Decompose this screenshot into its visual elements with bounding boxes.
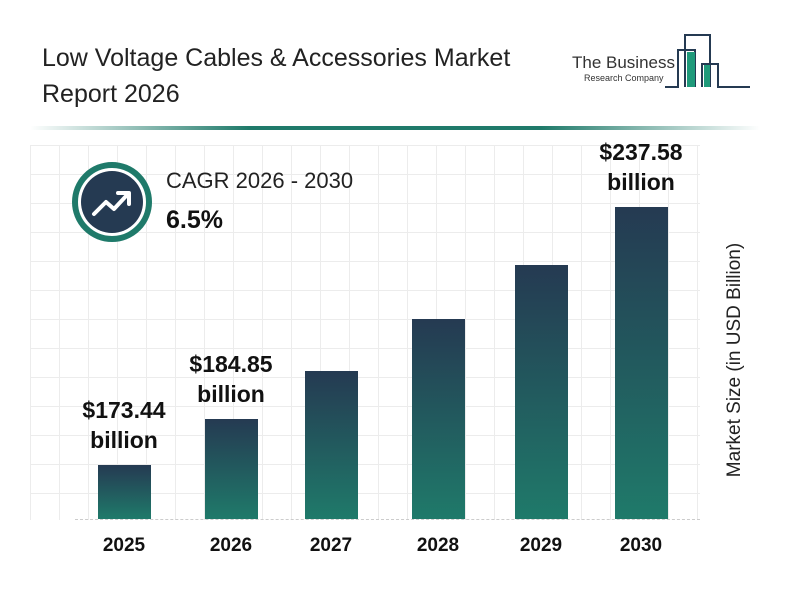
x-tick-label: 2026 [209,535,253,556]
cagr-value: 6.5% [166,206,223,234]
x-tick-label: 2025 [102,535,146,556]
cagr-label: CAGR 2026 - 2030 [166,168,354,193]
x-tick-label: 2030 [619,535,663,556]
bar-2030 [615,207,668,519]
bar-2025 [98,464,151,519]
data-label-unit: billion [90,426,158,453]
trending-up-icon [72,162,152,242]
data-label: $184.85 billion [161,349,301,409]
x-tick-label: 2028 [416,535,460,556]
bar-2028 [412,319,465,519]
bar-2026 [205,419,258,519]
y-axis-label: Market Size (in USD Billion) [724,242,745,478]
title-divider [30,126,760,130]
x-axis-baseline [75,519,700,520]
data-label-value: $184.85 [189,351,273,378]
data-label-value: $237.58 [599,139,683,166]
svg-text:Research Company: Research Company [584,73,664,83]
bar-2029 [515,264,568,519]
x-tick-label: 2029 [519,535,563,556]
data-label-unit: billion [607,169,675,196]
svg-text:The Business: The Business [572,53,675,72]
x-tick-label: 2027 [309,535,353,556]
data-label: $173.44 billion [54,395,194,455]
data-label-unit: billion [197,381,265,408]
data-label-value: $173.44 [82,396,166,423]
data-label: $237.58 billion [571,137,711,197]
company-logo: The Business Research Company [572,34,750,88]
page-title: Low Voltage Cables & Accessories Market … [42,44,511,108]
bar-2027 [305,370,358,519]
